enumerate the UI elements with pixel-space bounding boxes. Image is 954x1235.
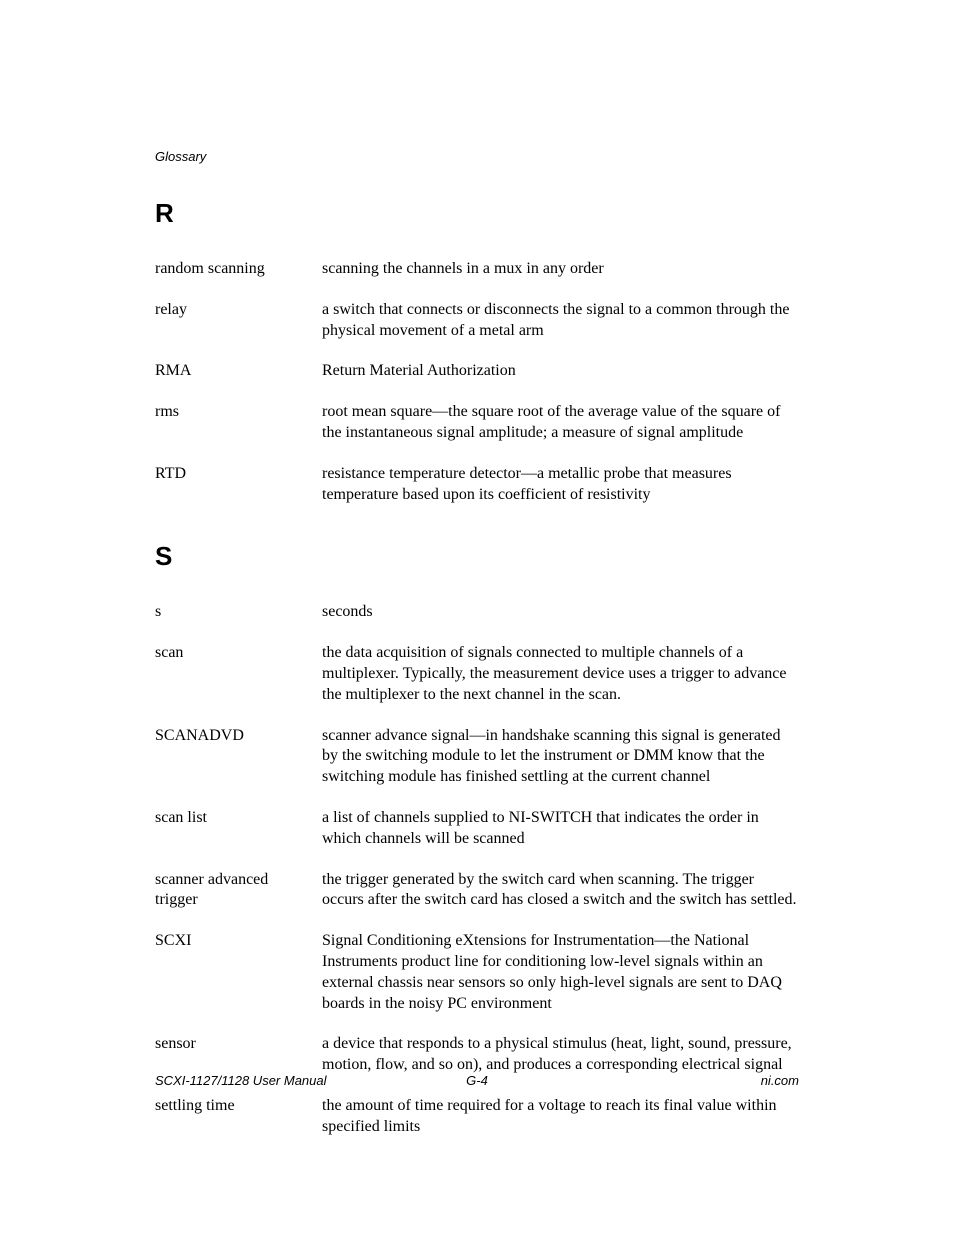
definition: a switch that connects or disconnects th… <box>322 300 799 342</box>
definition: scanning the channels in a mux in any or… <box>322 259 799 280</box>
definition: a list of channels supplied to NI-SWITCH… <box>322 808 799 850</box>
term: s <box>155 602 322 623</box>
glossary-entry: RMA Return Material Authorization <box>155 361 799 382</box>
term: SCANADVD <box>155 726 322 788</box>
term: scan <box>155 643 322 705</box>
glossary-entry: scan the data acquisition of signals con… <box>155 643 799 705</box>
term: RMA <box>155 361 322 382</box>
term: scanner advanced trigger <box>155 870 322 912</box>
definition: the amount of time required for a voltag… <box>322 1096 799 1138</box>
glossary-entry: s seconds <box>155 602 799 623</box>
term: relay <box>155 300 322 342</box>
definition: the trigger generated by the switch card… <box>322 870 799 912</box>
definition: the data acquisition of signals connecte… <box>322 643 799 705</box>
glossary-entry: scan list a list of channels supplied to… <box>155 808 799 850</box>
page-content: Glossary R random scanning scanning the … <box>0 0 954 1138</box>
definition: root mean square—the square root of the … <box>322 402 799 444</box>
footer-right: ni.com <box>761 1073 799 1088</box>
section-r: R random scanning scanning the channels … <box>155 198 799 505</box>
definition: scanner advance signal—in handshake scan… <box>322 726 799 788</box>
glossary-entry: relay a switch that connects or disconne… <box>155 300 799 342</box>
term: rms <box>155 402 322 444</box>
glossary-entry: scanner advanced trigger the trigger gen… <box>155 870 799 912</box>
footer-left: SCXI-1127/1128 User Manual <box>155 1073 327 1088</box>
term: random scanning <box>155 259 322 280</box>
glossary-entry: SCANADVD scanner advance signal—in hands… <box>155 726 799 788</box>
definition: Signal Conditioning eXtensions for Instr… <box>322 931 799 1014</box>
glossary-entry: settling time the amount of time require… <box>155 1096 799 1138</box>
definition: resistance temperature detector—a metall… <box>322 464 799 506</box>
term: settling time <box>155 1096 322 1138</box>
glossary-entry: random scanning scanning the channels in… <box>155 259 799 280</box>
page-header: Glossary <box>155 149 799 164</box>
entries-s: s seconds scan the data acquisition of s… <box>155 602 799 1137</box>
definition: Return Material Authorization <box>322 361 799 382</box>
definition: a device that responds to a physical sti… <box>322 1034 799 1076</box>
term: scan list <box>155 808 322 850</box>
section-letter-r: R <box>155 198 799 229</box>
term: SCXI <box>155 931 322 1014</box>
footer-center: G-4 <box>466 1073 488 1088</box>
section-s: S s seconds scan the data acquisition of… <box>155 541 799 1137</box>
section-letter-s: S <box>155 541 799 572</box>
term: sensor <box>155 1034 322 1076</box>
entries-r: random scanning scanning the channels in… <box>155 259 799 505</box>
glossary-entry: sensor a device that responds to a physi… <box>155 1034 799 1076</box>
glossary-entry: rms root mean square—the square root of … <box>155 402 799 444</box>
glossary-entry: RTD resistance temperature detector—a me… <box>155 464 799 506</box>
glossary-entry: SCXI Signal Conditioning eXtensions for … <box>155 931 799 1014</box>
page-footer: SCXI-1127/1128 User Manual G-4 ni.com <box>155 1073 799 1088</box>
definition: seconds <box>322 602 799 623</box>
term: RTD <box>155 464 322 506</box>
